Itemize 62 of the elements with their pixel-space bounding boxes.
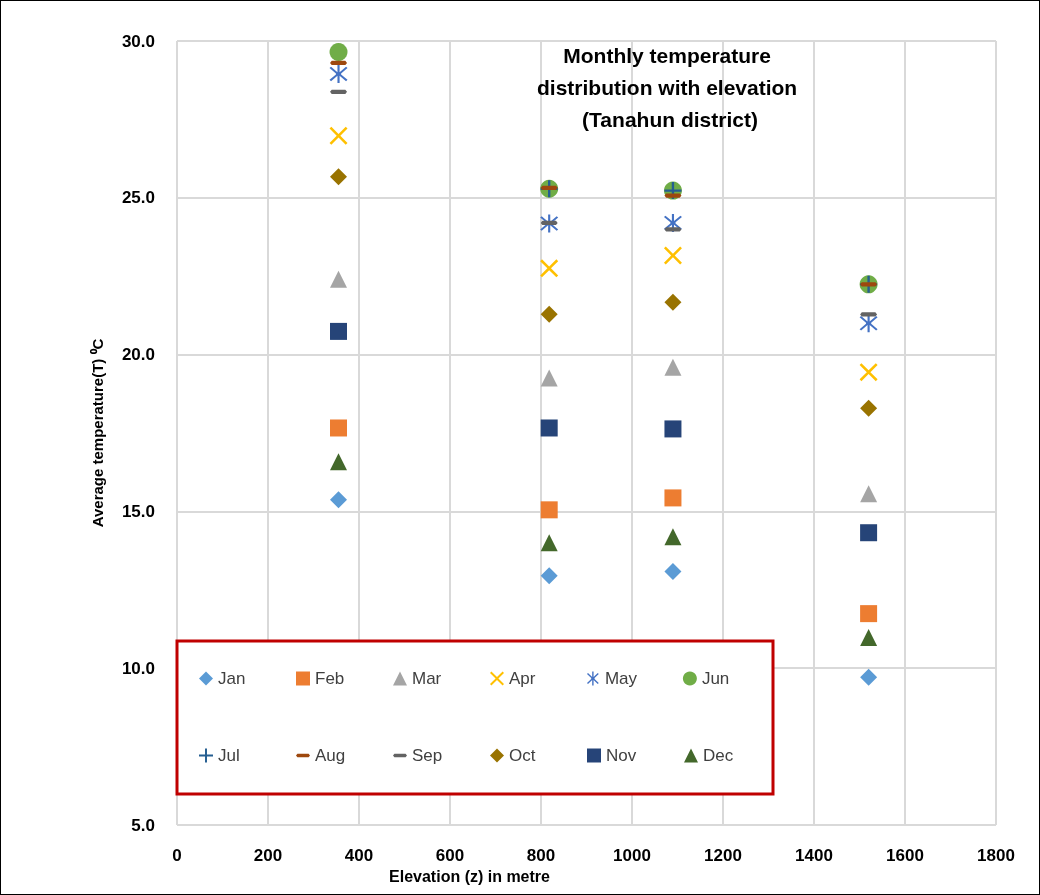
point: [664, 528, 682, 546]
point: [860, 399, 878, 417]
point: [540, 259, 559, 278]
point: [860, 485, 878, 503]
point: [330, 168, 348, 186]
point: [664, 358, 682, 376]
point: [330, 270, 348, 288]
point: [330, 453, 348, 471]
legend-label: Sep: [412, 746, 443, 765]
x-tick-label: 1600: [886, 846, 924, 865]
point: [860, 628, 878, 646]
y-tick-label: 20.0: [121, 345, 155, 365]
legend-label: Feb: [315, 669, 345, 688]
legend-label: Mar: [412, 669, 442, 688]
x-tick-label: 400: [344, 846, 374, 865]
point: [664, 293, 682, 311]
point: [859, 363, 878, 382]
point: [329, 42, 348, 61]
legend-label: Apr: [509, 669, 536, 688]
point: [540, 305, 558, 323]
x-tick-label: 1000: [613, 846, 651, 865]
point: [330, 322, 348, 340]
x-tick-label: 200: [253, 846, 283, 865]
point: [860, 524, 878, 542]
point: [664, 563, 682, 581]
y-tick-label: 30.0: [121, 31, 155, 51]
text: Monthly temperature distribution with elevation (Tanahun district): [536, 43, 804, 131]
y-tick-label: 5.0: [131, 815, 155, 835]
x-tick-label: 600: [435, 846, 465, 865]
legend-label: May: [604, 669, 638, 688]
point: [664, 420, 682, 438]
x-tick-label: 1800: [977, 846, 1015, 865]
legend-label: Nov: [606, 746, 637, 765]
point: [329, 64, 348, 83]
x-tick-label: 800: [526, 846, 556, 865]
point: [860, 605, 878, 623]
point: [540, 419, 558, 437]
point: [859, 314, 878, 333]
point: [860, 668, 878, 686]
point: [663, 246, 682, 265]
point: [329, 126, 348, 145]
point: [330, 419, 348, 437]
x-tick-label: 1200: [704, 846, 742, 865]
legend-label: Aug: [315, 746, 346, 765]
legend-label: Dec: [703, 746, 734, 765]
point: [540, 534, 558, 552]
y-tick-label: 25.0: [121, 188, 155, 208]
legend-label: Jan: [218, 669, 246, 688]
x-tick-label: 0: [172, 846, 182, 865]
y-axis-title: Average temperature(T) ⁰C: [89, 338, 106, 528]
y-tick-label: 15.0: [121, 501, 155, 521]
point: [664, 489, 682, 507]
y-tick-label: 10.0: [121, 658, 155, 678]
point: [540, 369, 558, 387]
x-axis-title: Elevation (z) in metre: [389, 868, 551, 886]
point: [540, 501, 558, 519]
point: [540, 567, 558, 585]
legend-label: Jul: [218, 746, 240, 765]
legend-label: Jun: [701, 669, 730, 688]
point: [330, 491, 348, 509]
x-tick-label: 1400: [795, 846, 833, 865]
legend-label: Oct: [509, 746, 536, 765]
